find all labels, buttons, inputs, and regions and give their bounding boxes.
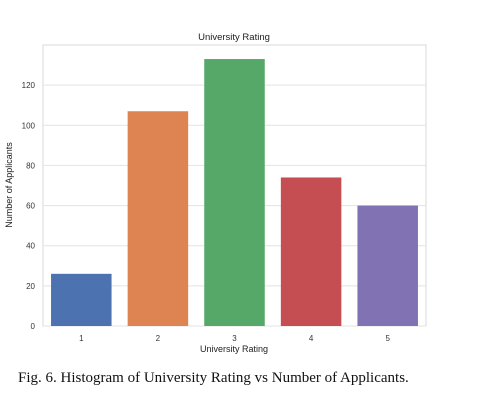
y-tick-label: 0 — [31, 322, 36, 331]
bar-rating-4 — [280, 177, 342, 326]
figure-caption: Fig. 6. Histogram of University Rating v… — [18, 370, 409, 386]
x-tick-label: 2 — [156, 334, 161, 343]
x-tick-label: 1 — [79, 334, 84, 343]
y-tick-label: 40 — [26, 242, 35, 251]
x-tick-label: 3 — [232, 334, 237, 343]
x-tick-label: 4 — [309, 334, 314, 343]
y-tick-label: 80 — [26, 161, 35, 170]
x-axis-label: University Rating — [200, 344, 268, 354]
y-tick-label: 100 — [22, 121, 36, 130]
y-axis-label: Number of Applicants — [4, 142, 14, 228]
x-tick-label: 5 — [385, 334, 390, 343]
chart-title: University Rating — [198, 32, 270, 43]
y-tick-label: 20 — [26, 282, 35, 291]
y-axis-ticks: 0 20 40 60 80 100 120 — [22, 81, 36, 331]
bars — [51, 59, 418, 327]
bar-rating-3 — [204, 59, 265, 327]
x-axis-ticks: 1 2 3 4 5 — [79, 334, 390, 343]
y-tick-label: 120 — [22, 81, 36, 90]
bar-rating-2 — [127, 111, 189, 326]
y-tick-label: 60 — [26, 202, 35, 211]
bar-rating-5 — [357, 205, 418, 326]
bar-rating-1 — [51, 273, 112, 326]
